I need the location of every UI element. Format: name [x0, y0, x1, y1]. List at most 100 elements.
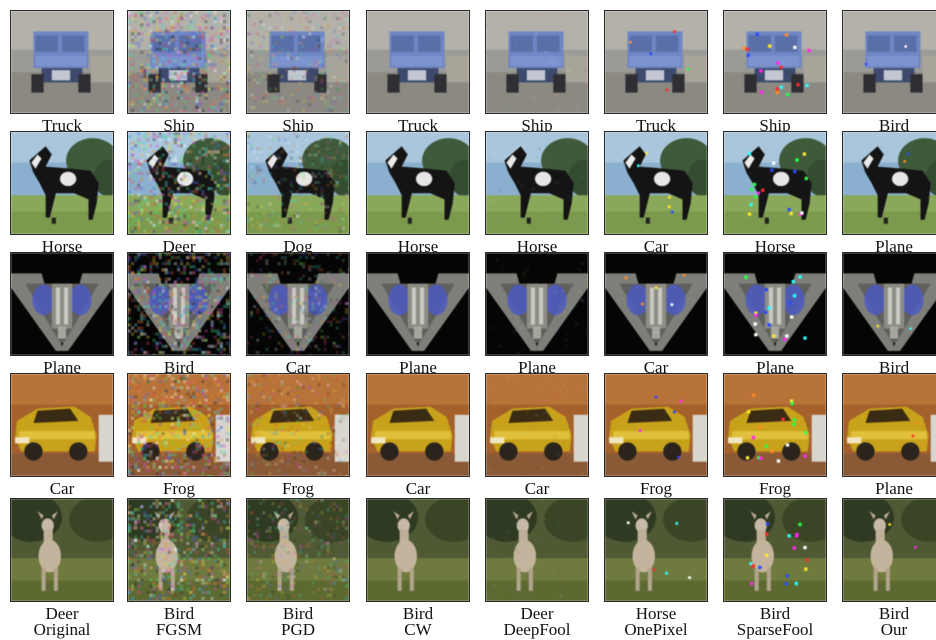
sample-image: [604, 131, 708, 235]
sample-image: [485, 373, 589, 477]
sample-image: [723, 252, 827, 356]
predicted-label: Frog: [758, 479, 792, 498]
sample-image: [127, 10, 231, 114]
predicted-label: Bird: [402, 604, 434, 623]
sample-image: [723, 498, 827, 602]
sample-image: [246, 498, 350, 602]
sample-image: [246, 131, 350, 235]
sample-image: [10, 498, 114, 602]
sample-image: [246, 373, 350, 477]
method-label: Our: [880, 620, 908, 639]
predicted-label: Truck: [42, 116, 82, 135]
predicted-label: Car: [49, 479, 75, 498]
sample-image: [604, 498, 708, 602]
image-cell: Bird: [842, 252, 936, 376]
image-cell: Bird: [127, 498, 231, 622]
predicted-label: Bird: [282, 604, 314, 623]
image-cell: Truck: [366, 10, 470, 134]
image-cell: Plane: [842, 373, 936, 497]
image-cell: Horse: [366, 131, 470, 255]
sample-image: [246, 10, 350, 114]
sample-image: [127, 373, 231, 477]
predicted-label: Car: [643, 237, 669, 256]
predicted-label: Plane: [518, 358, 556, 377]
predicted-label: Deer: [520, 604, 554, 623]
image-cell: Horse: [10, 131, 114, 255]
sample-image: [10, 373, 114, 477]
predicted-label: Car: [285, 358, 311, 377]
predicted-label: Car: [405, 479, 431, 498]
image-cell: Ship: [485, 10, 589, 134]
image-cell: Plane: [723, 252, 827, 376]
sample-image: [10, 131, 114, 235]
predicted-label: Ship: [521, 116, 553, 135]
predicted-label: Plane: [875, 479, 913, 498]
image-cell: Ship: [127, 10, 231, 134]
image-cell: Dog: [246, 131, 350, 255]
predicted-label: Car: [524, 479, 550, 498]
sample-image: [485, 252, 589, 356]
sample-image: [127, 252, 231, 356]
image-cell: Horse: [485, 131, 589, 255]
image-cell: Car: [485, 373, 589, 497]
image-cell: Ship: [246, 10, 350, 134]
image-cell: Frog: [604, 373, 708, 497]
sample-image: [127, 498, 231, 602]
method-label: OnePixel: [624, 620, 688, 639]
image-cell: Truck: [10, 10, 114, 134]
sample-image: [485, 10, 589, 114]
image-cell: Bird: [842, 10, 936, 134]
predicted-label: Bird: [878, 358, 910, 377]
image-cell: Horse: [723, 131, 827, 255]
image-cell: Deer: [10, 498, 114, 622]
sample-image: [842, 498, 936, 602]
predicted-label: Plane: [399, 358, 437, 377]
image-cell: Car: [246, 252, 350, 376]
predicted-label: Dog: [283, 237, 313, 256]
image-cell: Ship: [723, 10, 827, 134]
sample-image: [366, 131, 470, 235]
image-cell: Frog: [127, 373, 231, 497]
image-cell: Deer: [485, 498, 589, 622]
sample-image: [842, 131, 936, 235]
image-cell: Bird: [842, 498, 936, 622]
sample-image: [842, 252, 936, 356]
sample-image: [366, 10, 470, 114]
predicted-label: Horse: [41, 237, 83, 256]
predicted-label: Frog: [639, 479, 673, 498]
predicted-label: Horse: [516, 237, 558, 256]
image-cell: Car: [604, 252, 708, 376]
predicted-label: Horse: [635, 604, 677, 623]
predicted-label: Bird: [878, 604, 910, 623]
image-cell: Plane: [366, 252, 470, 376]
image-cell: Frog: [723, 373, 827, 497]
image-cell: Plane: [10, 252, 114, 376]
image-cell: Horse: [604, 498, 708, 622]
predicted-label: Bird: [163, 604, 195, 623]
sample-image: [246, 252, 350, 356]
sample-image: [723, 373, 827, 477]
predicted-label: Deer: [162, 237, 196, 256]
sample-image: [366, 373, 470, 477]
predicted-label: Plane: [875, 237, 913, 256]
method-label: FGSM: [155, 620, 203, 639]
method-label: Original: [33, 620, 91, 639]
predicted-label: Frog: [281, 479, 315, 498]
predicted-label: Bird: [163, 358, 195, 377]
sample-image: [366, 498, 470, 602]
predicted-label: Bird: [759, 604, 791, 623]
sample-image: [127, 131, 231, 235]
image-cell: Bird: [366, 498, 470, 622]
sample-image: [723, 131, 827, 235]
method-label: DeepFool: [503, 620, 571, 639]
image-cell: Car: [604, 131, 708, 255]
image-cell: Car: [366, 373, 470, 497]
sample-image: [366, 252, 470, 356]
predicted-label: Truck: [636, 116, 676, 135]
predicted-label: Horse: [397, 237, 439, 256]
predicted-label: Car: [643, 358, 669, 377]
sample-image: [604, 252, 708, 356]
predicted-label: Horse: [754, 237, 796, 256]
image-cell: Bird: [246, 498, 350, 622]
predicted-label: Frog: [162, 479, 196, 498]
